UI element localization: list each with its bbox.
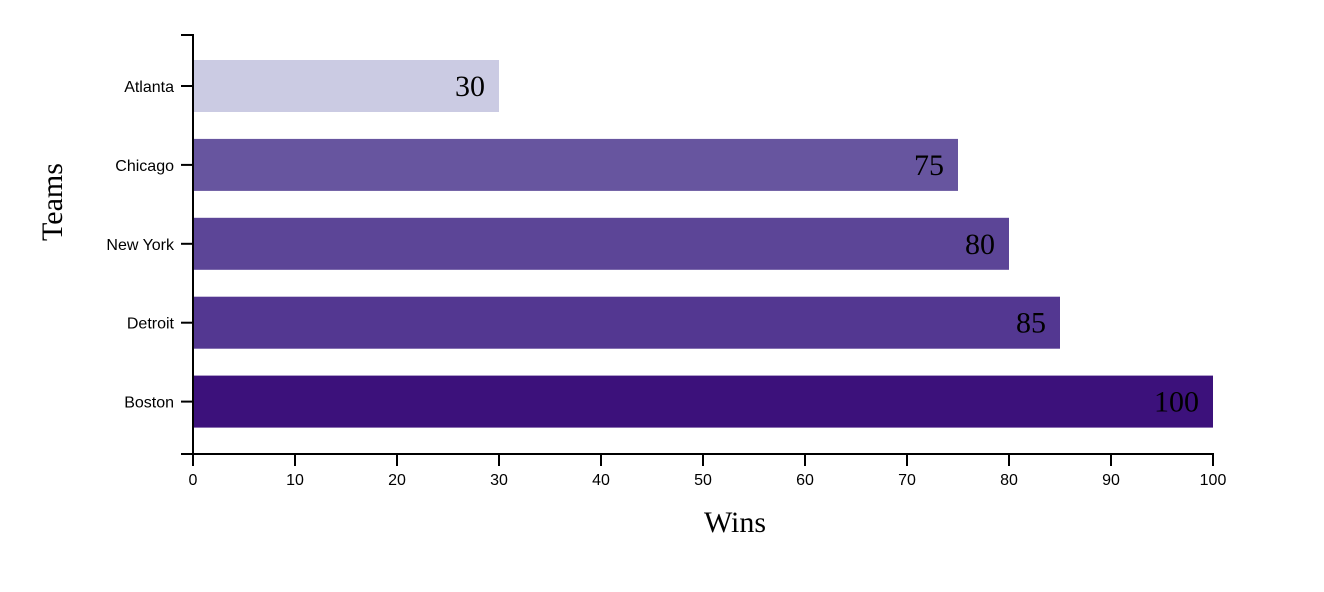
- y-tick-label: Atlanta: [124, 79, 174, 96]
- x-tick-label: 90: [1102, 472, 1120, 489]
- bar-detroit: [194, 296, 1060, 349]
- x-axis-title: Wins: [704, 506, 766, 539]
- data-label: 80: [965, 228, 995, 261]
- bar-chicago: [194, 138, 958, 191]
- x-tick-label: 70: [898, 472, 916, 489]
- data-label: 75: [914, 149, 944, 182]
- data-label: 30: [455, 70, 485, 103]
- bar-atlanta: [194, 60, 499, 112]
- x-tick-label: 100: [1200, 472, 1227, 489]
- y-tick-label: Boston: [124, 395, 174, 412]
- y-axis-title: Teams: [36, 163, 69, 241]
- x-tick-label: 10: [286, 472, 304, 489]
- x-tick-label: 50: [694, 472, 712, 489]
- y-axis: Atlanta Chicago New York Detroit Boston: [106, 34, 194, 455]
- data-label: 85: [1016, 307, 1046, 340]
- x-tick-label: 40: [592, 472, 610, 489]
- bar-boston: [194, 375, 1213, 428]
- x-tick-label: 30: [490, 472, 508, 489]
- x-tick-label: 80: [1000, 472, 1018, 489]
- x-tick-label: 20: [388, 472, 406, 489]
- x-tick-label: 0: [189, 472, 198, 489]
- bars: [194, 60, 1213, 428]
- data-label: 100: [1154, 386, 1199, 419]
- y-tick-label: Detroit: [127, 316, 175, 333]
- y-tick-label: New York: [106, 237, 175, 254]
- y-tick-label: Chicago: [115, 158, 174, 175]
- x-axis: 0 10 20 30 40 50 60 70 80 90 100: [189, 453, 1227, 489]
- data-labels: 30 75 80 85 100: [455, 70, 1199, 419]
- x-tick-label: 60: [796, 472, 814, 489]
- bar-new-york: [194, 217, 1009, 270]
